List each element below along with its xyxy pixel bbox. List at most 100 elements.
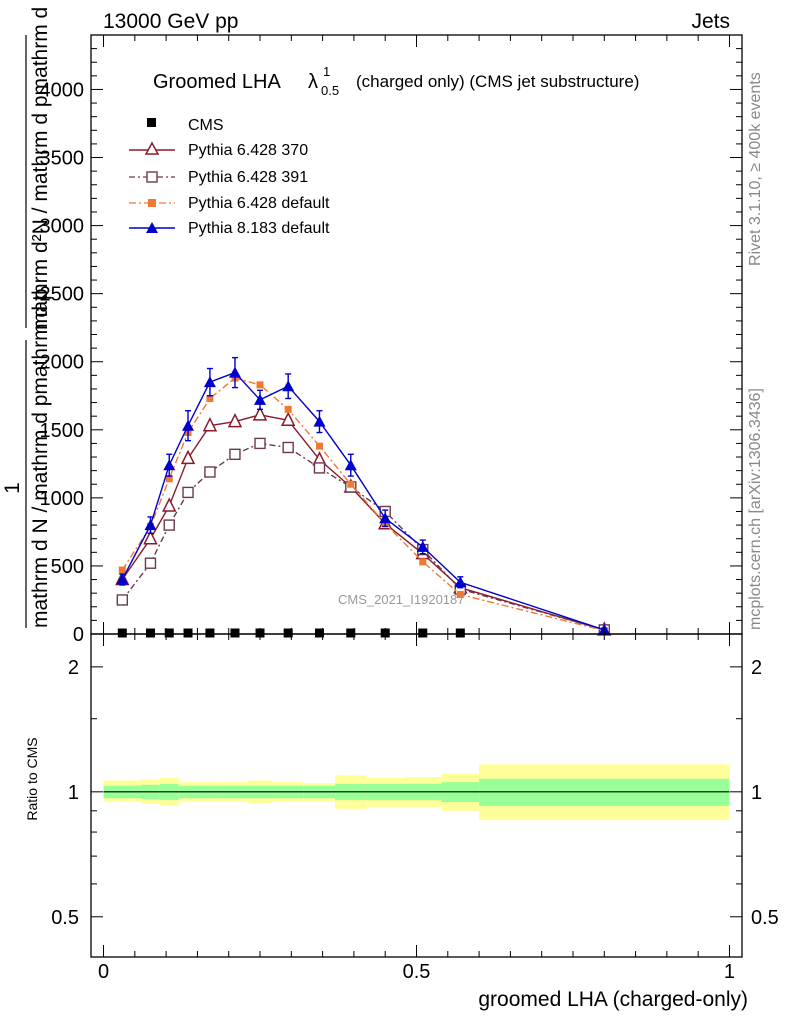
legend: CMS Pythia 6.428 370 Pythia 6.428 391 Py… bbox=[129, 117, 330, 237]
data-point bbox=[183, 628, 193, 638]
title-sup: 1 bbox=[323, 64, 330, 79]
data-point bbox=[116, 594, 128, 606]
data-point bbox=[144, 557, 157, 569]
y-tick-label: 3500 bbox=[40, 148, 85, 170]
series-line bbox=[121, 442, 605, 631]
ratio-y-tick-label: 1 bbox=[68, 782, 79, 804]
y-tick-label: 1500 bbox=[40, 420, 85, 442]
data-point bbox=[204, 466, 216, 478]
x-axis-label: groomed LHA (charged-only) bbox=[478, 988, 748, 1011]
data-point bbox=[379, 512, 392, 524]
legend-marker-p6-391 bbox=[146, 171, 158, 183]
ratio-y-tick-label-right: 0.5 bbox=[751, 907, 779, 929]
chart-title: Groomed LHA λ 1 0.5 (charged only) (CMS … bbox=[153, 64, 639, 98]
legend-label-p6-default: Pythia 6.428 default bbox=[188, 195, 330, 212]
legend-item-p6-default: Pythia 6.428 default bbox=[129, 195, 330, 212]
data-point bbox=[314, 628, 324, 638]
data-point bbox=[346, 628, 356, 638]
ylabel-numerator: 1 bbox=[1, 482, 24, 494]
data-point bbox=[282, 441, 294, 454]
data-point bbox=[164, 628, 174, 638]
data-point bbox=[418, 628, 428, 638]
legend-label-cms: CMS bbox=[188, 117, 224, 134]
data-point bbox=[117, 628, 127, 638]
title-lambda: λ bbox=[308, 71, 318, 93]
main-y-ticks: 0 500 1000 1500 2000 2500 3000 3500 4000 bbox=[40, 35, 742, 646]
legend-label-p6-391: Pythia 6.428 391 bbox=[188, 169, 308, 186]
data-point bbox=[228, 366, 241, 378]
data-point bbox=[118, 566, 126, 574]
data-point bbox=[256, 381, 264, 389]
y-tick-label: 500 bbox=[51, 556, 84, 578]
series-line bbox=[121, 377, 605, 632]
y-tick-label: 1000 bbox=[40, 488, 85, 510]
data-point bbox=[347, 480, 355, 488]
data-point bbox=[315, 442, 323, 450]
title-rest: (charged only) (CMS jet substructure) bbox=[356, 72, 639, 91]
mcplots-label: mcplots.cern.ch [arXiv:1306.3436] bbox=[747, 388, 764, 630]
ratio-y-tick-label-right: 1 bbox=[751, 782, 762, 804]
data-point bbox=[116, 573, 129, 585]
y-tick-label: 2000 bbox=[40, 352, 85, 374]
data-point bbox=[144, 519, 157, 531]
data-point bbox=[163, 519, 175, 531]
data-point bbox=[229, 448, 241, 460]
data-point bbox=[145, 628, 155, 638]
ylabel-extra: mathrm d²N / mathrm d pmathrm d lambda bbox=[29, 0, 52, 330]
data-point bbox=[416, 540, 429, 552]
data-point bbox=[252, 406, 268, 421]
watermark: CMS_2021_I1920187 bbox=[338, 592, 465, 607]
ratio-y-ticks: 0.5 0.5 1 1 2 2 bbox=[51, 657, 779, 929]
ratio-x-ticks: 0 0.5 1 bbox=[98, 634, 735, 983]
data-point bbox=[182, 419, 195, 431]
legend-marker-p6-370 bbox=[144, 141, 160, 155]
data-point bbox=[284, 405, 292, 413]
data-point bbox=[202, 417, 218, 432]
title-sub: 0.5 bbox=[321, 83, 339, 98]
ratio-ylabel: Ratio to CMS bbox=[24, 737, 40, 820]
data-point bbox=[283, 628, 293, 638]
main-marks bbox=[115, 356, 612, 638]
legend-item-p6-370: Pythia 6.428 370 bbox=[129, 141, 308, 159]
series-line bbox=[121, 414, 605, 631]
data-point bbox=[162, 497, 177, 512]
main-panel: 0 500 1000 1500 2000 2500 3000 3500 4000 Groomed… bbox=[1, 0, 743, 646]
data-point bbox=[313, 415, 326, 427]
data-point bbox=[180, 449, 196, 465]
x-tick-label: 1 bbox=[724, 961, 735, 983]
title-main: Groomed LHA bbox=[153, 71, 281, 93]
data-point bbox=[419, 558, 427, 566]
data-point bbox=[163, 459, 176, 471]
process-label: Jets bbox=[691, 10, 730, 33]
ratio-panel: 0.5 0.51 12 2 0 0.5 1 Ratio to CMS groomed LH… bbox=[24, 633, 779, 1011]
data-point bbox=[456, 591, 464, 599]
series-p8-default bbox=[116, 356, 611, 635]
data-point bbox=[230, 628, 240, 638]
data-point bbox=[203, 376, 216, 388]
legend-marker-p8-default bbox=[146, 222, 158, 233]
data-point bbox=[143, 530, 158, 545]
y-tick-label: 4000 bbox=[40, 79, 85, 101]
data-point bbox=[227, 412, 243, 428]
energy-label: 13000 GeV pp bbox=[103, 10, 238, 33]
x-tick-label: 0 bbox=[98, 961, 109, 983]
series-line bbox=[121, 371, 605, 631]
legend-item-p6-391: Pythia 6.428 391 bbox=[129, 169, 308, 186]
legend-label-p6-370: Pythia 6.428 370 bbox=[188, 142, 308, 159]
legend-item-p8-default: Pythia 8.183 default bbox=[129, 220, 330, 237]
data-point bbox=[313, 462, 326, 474]
data-point bbox=[282, 380, 295, 392]
data-point bbox=[182, 486, 194, 499]
data-point bbox=[455, 628, 465, 638]
rivet-label: Rivet 3.1.10, ≥ 400k events bbox=[747, 72, 764, 266]
y-tick-label: 3000 bbox=[40, 216, 85, 238]
data-point bbox=[165, 475, 173, 483]
y-axis-label: 1 mathrm d N / mathrm d pmathrm d p math… bbox=[1, 0, 52, 628]
y-tick-label: 0 bbox=[73, 624, 84, 646]
legend-marker-cms bbox=[147, 118, 156, 127]
ratio-y-tick-label-right: 2 bbox=[751, 657, 762, 679]
legend-item-cms: CMS bbox=[147, 117, 224, 134]
y-tick-label: 2500 bbox=[40, 284, 85, 306]
data-point bbox=[280, 411, 296, 427]
